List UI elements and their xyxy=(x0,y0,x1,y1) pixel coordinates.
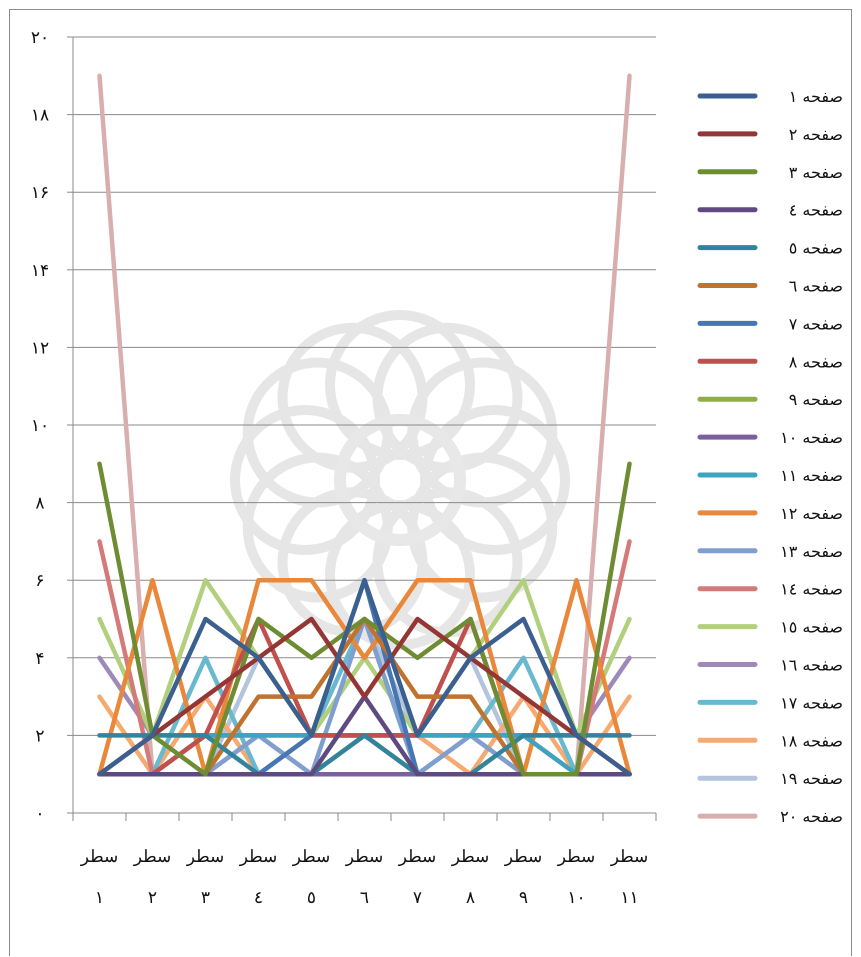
x-tick-label: سطر xyxy=(451,847,490,867)
y-tick-label: ٠ xyxy=(35,804,44,824)
x-tick-label: سطر xyxy=(186,847,225,867)
legend-label: صفحه ١٨ xyxy=(780,731,843,750)
x-tick-number: ٢ xyxy=(148,888,157,908)
legend-label: صفحه ٢ xyxy=(789,125,843,144)
legend-label: صفحه ٩ xyxy=(789,390,843,409)
x-tick-number: ٨ xyxy=(466,888,475,908)
legend-label: صفحه ٨ xyxy=(789,352,843,371)
legend-label: صفحه ٤ xyxy=(789,201,843,220)
x-tick-label: سطر xyxy=(345,847,384,867)
series-lines xyxy=(97,73,632,777)
x-tick-number: ٣ xyxy=(201,888,210,908)
legend-label: صفحه ١٧ xyxy=(780,693,843,712)
x-tick-number: ٦ xyxy=(360,888,369,908)
series-line-5 xyxy=(97,733,632,777)
x-tick-label: سطر xyxy=(557,847,596,867)
legend-label: صفحه ٣ xyxy=(789,163,843,182)
legend-label: صفحه ٢٠ xyxy=(780,807,843,826)
x-tick-number: ١٠ xyxy=(567,888,585,908)
x-tick-label: سطر xyxy=(239,847,278,867)
legend-label: صفحه ١٩ xyxy=(780,769,843,788)
y-tick-label: ٢ xyxy=(35,726,44,746)
series-line-2 xyxy=(97,616,632,777)
axes xyxy=(67,36,657,821)
y-axis-tick-labels: ٠ ٢ ۴ ۶ ٨ ١٠ ١٢ ١۴ ١۶ ١٨ ٢٠ xyxy=(31,28,49,824)
y-tick-label: ١٢ xyxy=(31,338,49,358)
legend-label: صفحه ١٥ xyxy=(780,618,843,637)
legend-label: صفحه ٦ xyxy=(789,277,843,296)
legend-label: صفحه ٧ xyxy=(789,314,843,333)
y-tick-label: ۴ xyxy=(35,649,44,669)
x-tick-number: ١ xyxy=(95,888,104,908)
legend-label: صفحه ١١ xyxy=(780,466,843,485)
y-tick-label: ٢٠ xyxy=(31,28,49,48)
series-line-3 xyxy=(97,461,632,777)
x-tick-number: ٩ xyxy=(519,888,528,908)
y-tick-label: ۶ xyxy=(35,571,44,591)
x-tick-number: ٥ xyxy=(307,888,316,908)
x-tick-number: ٤ xyxy=(254,888,263,908)
x-tick-label: سطر xyxy=(133,847,172,867)
legend-label: صفحه ١٦ xyxy=(780,656,843,675)
y-tick-label: ١٨ xyxy=(31,106,49,126)
legend-label: صفحه ١٣ xyxy=(780,542,843,561)
x-tick-label: سطر xyxy=(80,847,119,867)
x-tick-number: ١١ xyxy=(620,888,638,908)
x-tick-number: ٧ xyxy=(413,888,422,908)
legend: صفحه ١ صفحه ٢ صفحه ٣ صفحه ٤ صفحه ٥ صفحه ٦ صفحه… xyxy=(697,87,843,826)
y-tick-label: ٨ xyxy=(35,494,44,514)
y-tick-label: ١٠ xyxy=(31,416,49,436)
legend-label: صفحه ٥ xyxy=(789,239,843,258)
x-tick-label: سطر xyxy=(292,847,331,867)
y-tick-label: ١۴ xyxy=(31,261,49,281)
chart-frame: ٠ ٢ ۴ ۶ ٨ ١٠ ١٢ ١۴ ١۶ ١٨ ٢٠ سطر ١ سطر ٢ سطر ٣ سطر ٤ سطر ٥ سط… xyxy=(9,9,852,956)
x-axis-tick-labels: سطر ١ سطر ٢ سطر ٣ سطر ٤ سطر ٥ سطر ٦ سطر ٧ سطر ٨ سطر ٩ سطر ١… xyxy=(80,847,649,908)
legend-label: صفحه ١٢ xyxy=(780,504,843,523)
legend-label: صفحه ١ xyxy=(789,87,843,106)
x-tick-label: سطر xyxy=(504,847,543,867)
y-tick-label: ١۶ xyxy=(31,183,49,203)
x-tick-label: سطر xyxy=(610,847,649,867)
legend-label: صفحه ١٠ xyxy=(780,428,843,447)
series-line-1 xyxy=(97,577,632,777)
x-tick-label: سطر xyxy=(398,847,437,867)
legend-label: صفحه ١٤ xyxy=(780,580,843,599)
